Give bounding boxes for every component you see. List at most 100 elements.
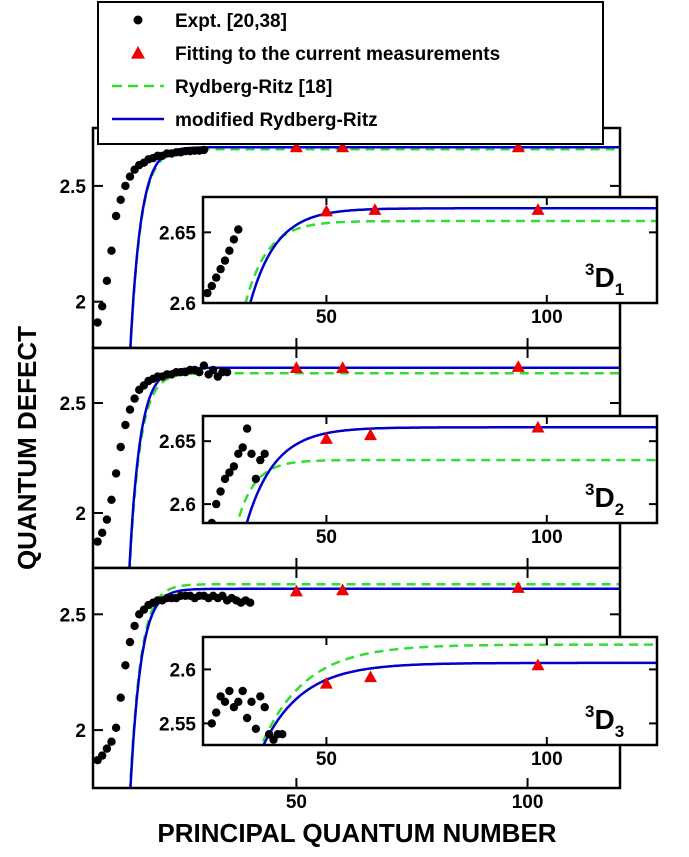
y-tick-label: 2.65 <box>159 432 196 453</box>
fit-point <box>363 670 377 683</box>
expt-point <box>199 361 209 370</box>
state-label-subscript: 1 <box>615 280 624 299</box>
expt-point <box>121 661 130 670</box>
expt-point <box>111 211 121 221</box>
state-label-superscript: 3 <box>585 702 594 721</box>
expt-point <box>107 495 116 504</box>
state-label-subscript: 2 <box>615 500 624 519</box>
legend-label: Fitting to the current measurements <box>175 44 500 65</box>
expt-point <box>209 365 218 375</box>
fit-point <box>368 203 382 215</box>
expt-point <box>107 246 116 255</box>
x-tick-label: 50 <box>316 527 337 548</box>
plot-area <box>93 581 620 788</box>
expt-point <box>199 145 209 155</box>
expt-point <box>234 449 243 458</box>
plot-frame <box>201 414 659 525</box>
expt-point <box>247 697 256 706</box>
expt-point <box>220 256 230 265</box>
expt-point <box>247 449 256 458</box>
plot-area <box>93 360 620 568</box>
expt-point <box>130 394 139 403</box>
expt-point <box>238 443 247 452</box>
fit-point <box>511 140 525 153</box>
expt-point <box>102 515 112 524</box>
expt-point <box>111 469 121 478</box>
expt-point <box>251 724 261 733</box>
expt-point <box>256 455 265 465</box>
expt-point <box>229 462 239 471</box>
plot-area <box>93 140 620 348</box>
fit-point <box>319 676 333 689</box>
fit-point <box>289 584 303 597</box>
expt-point <box>212 499 221 509</box>
state-label: 3D2 <box>585 480 624 519</box>
fit-point <box>336 140 350 153</box>
fit-point <box>319 432 333 444</box>
plot-background <box>203 637 657 745</box>
expt-point <box>102 744 112 753</box>
expt-point <box>116 693 125 702</box>
expt-point <box>225 246 234 255</box>
x-tick-label: 100 <box>512 792 544 813</box>
state-label: 3D1 <box>585 260 624 299</box>
y-tick-label: 2.6 <box>170 660 196 681</box>
rydberg-ritz-curve <box>128 372 620 568</box>
expt-point <box>203 288 212 298</box>
inset-panel: 50 100 2.6 2.65 3D2 <box>159 414 659 548</box>
state-label-superscript: 3 <box>585 260 594 279</box>
expt-point <box>98 528 107 537</box>
expt-point <box>234 697 243 706</box>
expt-point <box>98 751 107 760</box>
expt-point <box>116 442 125 452</box>
y-tick-label: 2 <box>75 504 86 525</box>
expt-point <box>116 195 125 204</box>
state-label-letter: D <box>594 482 614 513</box>
y-tick-label: 2.5 <box>60 605 87 626</box>
modified-rydberg-ritz-curve <box>245 426 657 523</box>
fit-point <box>531 203 545 215</box>
expt-point <box>107 737 116 746</box>
expt-point <box>216 264 225 274</box>
legend-fit-marker <box>131 46 145 59</box>
fit-point <box>289 140 303 153</box>
expt-point <box>98 302 107 311</box>
expt-point <box>242 713 252 723</box>
expt-point <box>238 686 247 696</box>
expt-point <box>130 621 139 631</box>
plot-frame <box>201 635 659 747</box>
legend-label: Expt. [20,38] <box>175 11 287 32</box>
inset-panel: 50 100 2.6 2.65 3D1 <box>159 195 659 328</box>
expt-point <box>111 723 121 732</box>
plot-frame <box>201 195 659 305</box>
y-axis-label: QUANTUM DEFECT <box>12 326 42 570</box>
expt-point <box>102 276 112 285</box>
expt-point <box>242 424 252 433</box>
legend-box <box>97 1 604 145</box>
x-tick-label: 50 <box>316 749 337 770</box>
expt-point <box>207 281 216 291</box>
fit-point <box>336 361 350 373</box>
expt-point <box>195 368 204 377</box>
rydberg-ritz-curve <box>236 458 657 523</box>
x-tick-label: 100 <box>531 307 563 328</box>
state-label-superscript: 3 <box>585 480 594 499</box>
expt-point <box>220 697 230 706</box>
expt-point <box>246 598 255 607</box>
legend: Expt. [20,38] Fitting to the current meas… <box>97 1 604 145</box>
rydberg-ritz-curve <box>244 219 657 303</box>
fit-point <box>336 583 350 596</box>
state-label: 3D3 <box>585 702 624 741</box>
expt-point <box>125 637 135 647</box>
expt-point <box>229 235 239 244</box>
state-label-subscript: 3 <box>615 722 624 741</box>
fit-point <box>363 428 377 441</box>
expt-point <box>125 405 135 414</box>
expt-point <box>121 420 130 430</box>
expt-point <box>216 487 225 496</box>
y-tick-label: 2 <box>75 293 86 314</box>
x-tick-label: 100 <box>531 749 563 770</box>
fit-point <box>289 361 303 373</box>
y-tick-label: 2.5 <box>60 394 87 415</box>
